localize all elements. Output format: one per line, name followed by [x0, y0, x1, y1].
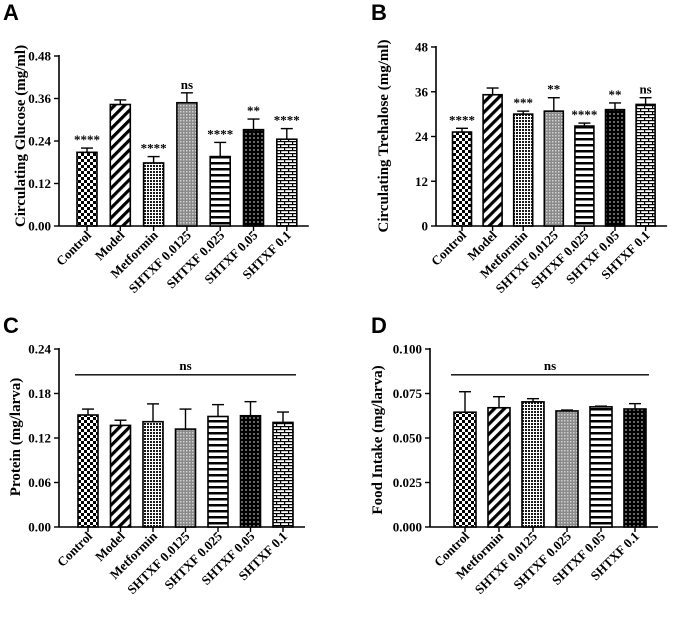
y-axis-label: Food Intake (mg/larva): [370, 365, 386, 514]
bar: [604, 108, 626, 227]
category-label: Control: [428, 227, 469, 268]
bar: [239, 414, 262, 528]
y-tick-label: 0.12: [28, 431, 51, 446]
bar: [272, 421, 294, 528]
bar: [242, 128, 265, 227]
significance-label: ****: [274, 113, 300, 128]
y-axis-label: Protein (mg/larva): [8, 378, 24, 496]
y-tick-label: 0.075: [393, 386, 423, 401]
y-tick-label: 0.050: [393, 431, 422, 446]
bar: [482, 93, 503, 227]
bar: [209, 155, 231, 227]
bar: [589, 406, 613, 528]
bar: [623, 408, 647, 528]
y-tick-label: 0.48: [28, 49, 51, 64]
panel-label: A: [3, 0, 19, 25]
significance-label: ****: [449, 112, 475, 127]
significance-label: ns: [639, 82, 651, 97]
bar: [521, 401, 545, 528]
y-tick-label: 0.100: [393, 342, 422, 357]
bar: [275, 138, 298, 227]
panel-label: D: [371, 313, 387, 338]
group-significance-label: ns: [544, 358, 556, 373]
bar: [109, 103, 132, 227]
y-tick-label: 0.12: [28, 176, 51, 191]
panel-d: D Food Intake (mg/larva) 0.000 0.025 0.050…: [370, 313, 658, 597]
category-label: Control: [54, 528, 95, 569]
panel-label: C: [3, 313, 19, 338]
bar: [77, 414, 99, 528]
y-tick-label: 48: [415, 40, 429, 55]
bar: [142, 162, 165, 227]
bar: [142, 420, 164, 528]
panel-b: B Circulating Trehalose (mg/ml) 0 12 24 36 4…: [371, 0, 668, 296]
y-tick-label: 0.000: [393, 520, 422, 535]
bar: [451, 131, 473, 227]
bar: [487, 406, 511, 528]
y-tick-label: 0.00: [28, 520, 51, 535]
group-significance-label: ns: [179, 358, 191, 373]
significance-label: ****: [141, 141, 167, 156]
significance-label: **: [247, 103, 260, 118]
y-tick-label: 0.18: [28, 386, 51, 401]
y-tick-label: 24: [415, 129, 429, 144]
bar: [207, 415, 229, 528]
bar: [574, 125, 595, 227]
panel-a: A Circulating Glucose (mg/ml) 0.00 0.12 0.…: [3, 0, 309, 296]
y-tick-label: 12: [415, 174, 428, 189]
y-tick-label: 0.025: [393, 475, 423, 490]
bar: [174, 428, 197, 528]
bar: [635, 103, 656, 227]
y-tick-label: 0.24: [28, 134, 51, 149]
significance-label: ***: [513, 95, 533, 110]
significance-label: **: [609, 87, 622, 102]
bar: [555, 410, 579, 528]
category-label: Control: [53, 227, 94, 268]
bar: [176, 101, 198, 227]
bar: [543, 110, 565, 227]
y-tick-label: 0.24: [28, 342, 51, 357]
significance-label: ns: [181, 77, 193, 92]
panel-label: B: [371, 0, 387, 25]
panel-c: C Protein (mg/larva) 0.00 0.06 0.12 0.18 0.2…: [3, 313, 305, 597]
significance-label: ****: [74, 132, 100, 147]
y-tick-label: 0.00: [28, 219, 51, 234]
bar: [512, 113, 534, 227]
y-axis-label: Circulating Glucose (mg/ml): [13, 45, 29, 227]
bar: [109, 424, 132, 528]
bar: [453, 411, 477, 528]
significance-label: ****: [207, 126, 233, 141]
y-tick-label: 0: [422, 219, 429, 234]
y-tick-label: 36: [415, 84, 429, 99]
y-axis-label: Circulating Trehalose (mg/ml): [376, 39, 392, 232]
bar: [76, 151, 98, 227]
significance-label: ****: [571, 107, 597, 122]
significance-label: **: [547, 82, 560, 97]
y-tick-label: 0.06: [28, 475, 51, 490]
y-tick-label: 0.36: [28, 91, 51, 106]
